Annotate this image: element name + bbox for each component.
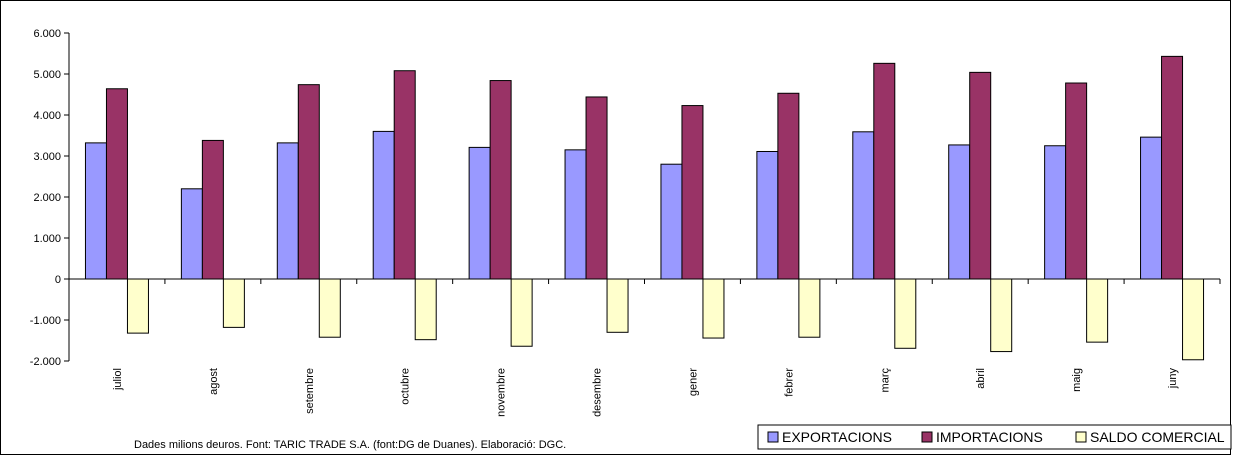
bar-exportacions: [372, 130, 395, 280]
bar-exportacions: [564, 149, 587, 280]
bar-exportacions: [180, 188, 203, 280]
x-tick-label: gener: [687, 368, 699, 396]
y-tick-label: 6.000: [33, 28, 61, 40]
bar-saldo-comercial: [990, 278, 1013, 353]
bar-importacions: [1161, 55, 1184, 280]
x-tick-label: abril: [975, 368, 987, 389]
legend-swatch: [1075, 431, 1087, 443]
bar-exportacions: [948, 144, 971, 280]
bar-importacions: [201, 139, 224, 280]
y-tick-label: 1.000: [33, 233, 61, 245]
x-tick-label: juliol: [112, 368, 124, 391]
bar-saldo-comercial: [1086, 278, 1109, 343]
bar-saldo-comercial: [318, 278, 341, 338]
bar-exportacions: [84, 142, 107, 280]
bar-importacions: [1065, 82, 1088, 280]
bar-importacions: [393, 70, 416, 280]
bar-saldo-comercial: [798, 278, 821, 338]
bar-importacions: [105, 88, 128, 280]
y-tick-label: -1.000: [30, 315, 61, 327]
bar-exportacions: [468, 146, 491, 280]
bar-saldo-comercial: [894, 278, 917, 349]
bar-saldo-comercial: [414, 278, 437, 341]
legend-box: [757, 424, 1232, 450]
bar-exportacions: [756, 150, 779, 280]
bar-importacions: [969, 71, 992, 280]
legend-label: SALDO COMERCIAL: [1090, 429, 1225, 445]
legend-swatch: [921, 431, 933, 443]
bar-importacions: [489, 80, 512, 280]
y-tick-label: 0: [55, 274, 61, 286]
bar-saldo-comercial: [1182, 278, 1205, 361]
x-tick-label: desembre: [592, 368, 604, 417]
bar-exportacions: [1044, 145, 1067, 280]
y-tick-label: 2.000: [33, 192, 61, 204]
bar-importacions: [873, 62, 896, 280]
bar-exportacions: [852, 131, 875, 280]
y-tick-label: 5.000: [33, 69, 61, 81]
y-tick-label: -2.000: [30, 356, 61, 368]
x-tick-label: juny: [1167, 368, 1179, 390]
bar-importacions: [297, 84, 320, 280]
x-tick-label: febrer: [783, 368, 795, 397]
bars: [84, 55, 1205, 361]
bar-importacions: [681, 105, 704, 280]
bar-saldo-comercial: [606, 278, 629, 333]
bar-importacions: [585, 96, 608, 280]
bar-exportacions: [1140, 136, 1163, 280]
source-note: Dades milions deuros. Font: TARIC TRADE …: [134, 439, 566, 451]
x-axis: juliol agost setembre octubre novembre desemb…: [68, 278, 1221, 417]
x-tick-label: novembre: [496, 368, 508, 417]
bar-exportacions: [660, 163, 683, 280]
y-tick-label: 4.000: [33, 110, 61, 122]
legend-label: IMPORTACIONS: [936, 429, 1043, 445]
bar-saldo-comercial: [222, 278, 245, 328]
bar-saldo-comercial: [702, 278, 725, 339]
bar-importacions: [777, 92, 800, 280]
y-axis: -2.000 -1.000 0 1.000 2.000 3.000 4.000 5.000 6.…: [30, 28, 70, 368]
legend-swatch: [767, 431, 779, 443]
legend: EXPORTACIONS IMPORTACIONS SALDO COMERCIAL: [757, 424, 1232, 450]
x-tick-label: octubre: [400, 368, 412, 405]
bar-saldo-comercial: [510, 278, 533, 347]
x-tick-label: setembre: [304, 368, 316, 414]
bar-saldo-comercial: [126, 278, 149, 334]
legend-label: EXPORTACIONS: [782, 429, 892, 445]
bar-exportacions: [276, 142, 299, 280]
x-tick-label: maig: [1071, 368, 1083, 392]
x-tick-label: març: [879, 368, 891, 393]
y-tick-label: 3.000: [33, 151, 61, 163]
x-tick-label: agost: [208, 368, 220, 395]
